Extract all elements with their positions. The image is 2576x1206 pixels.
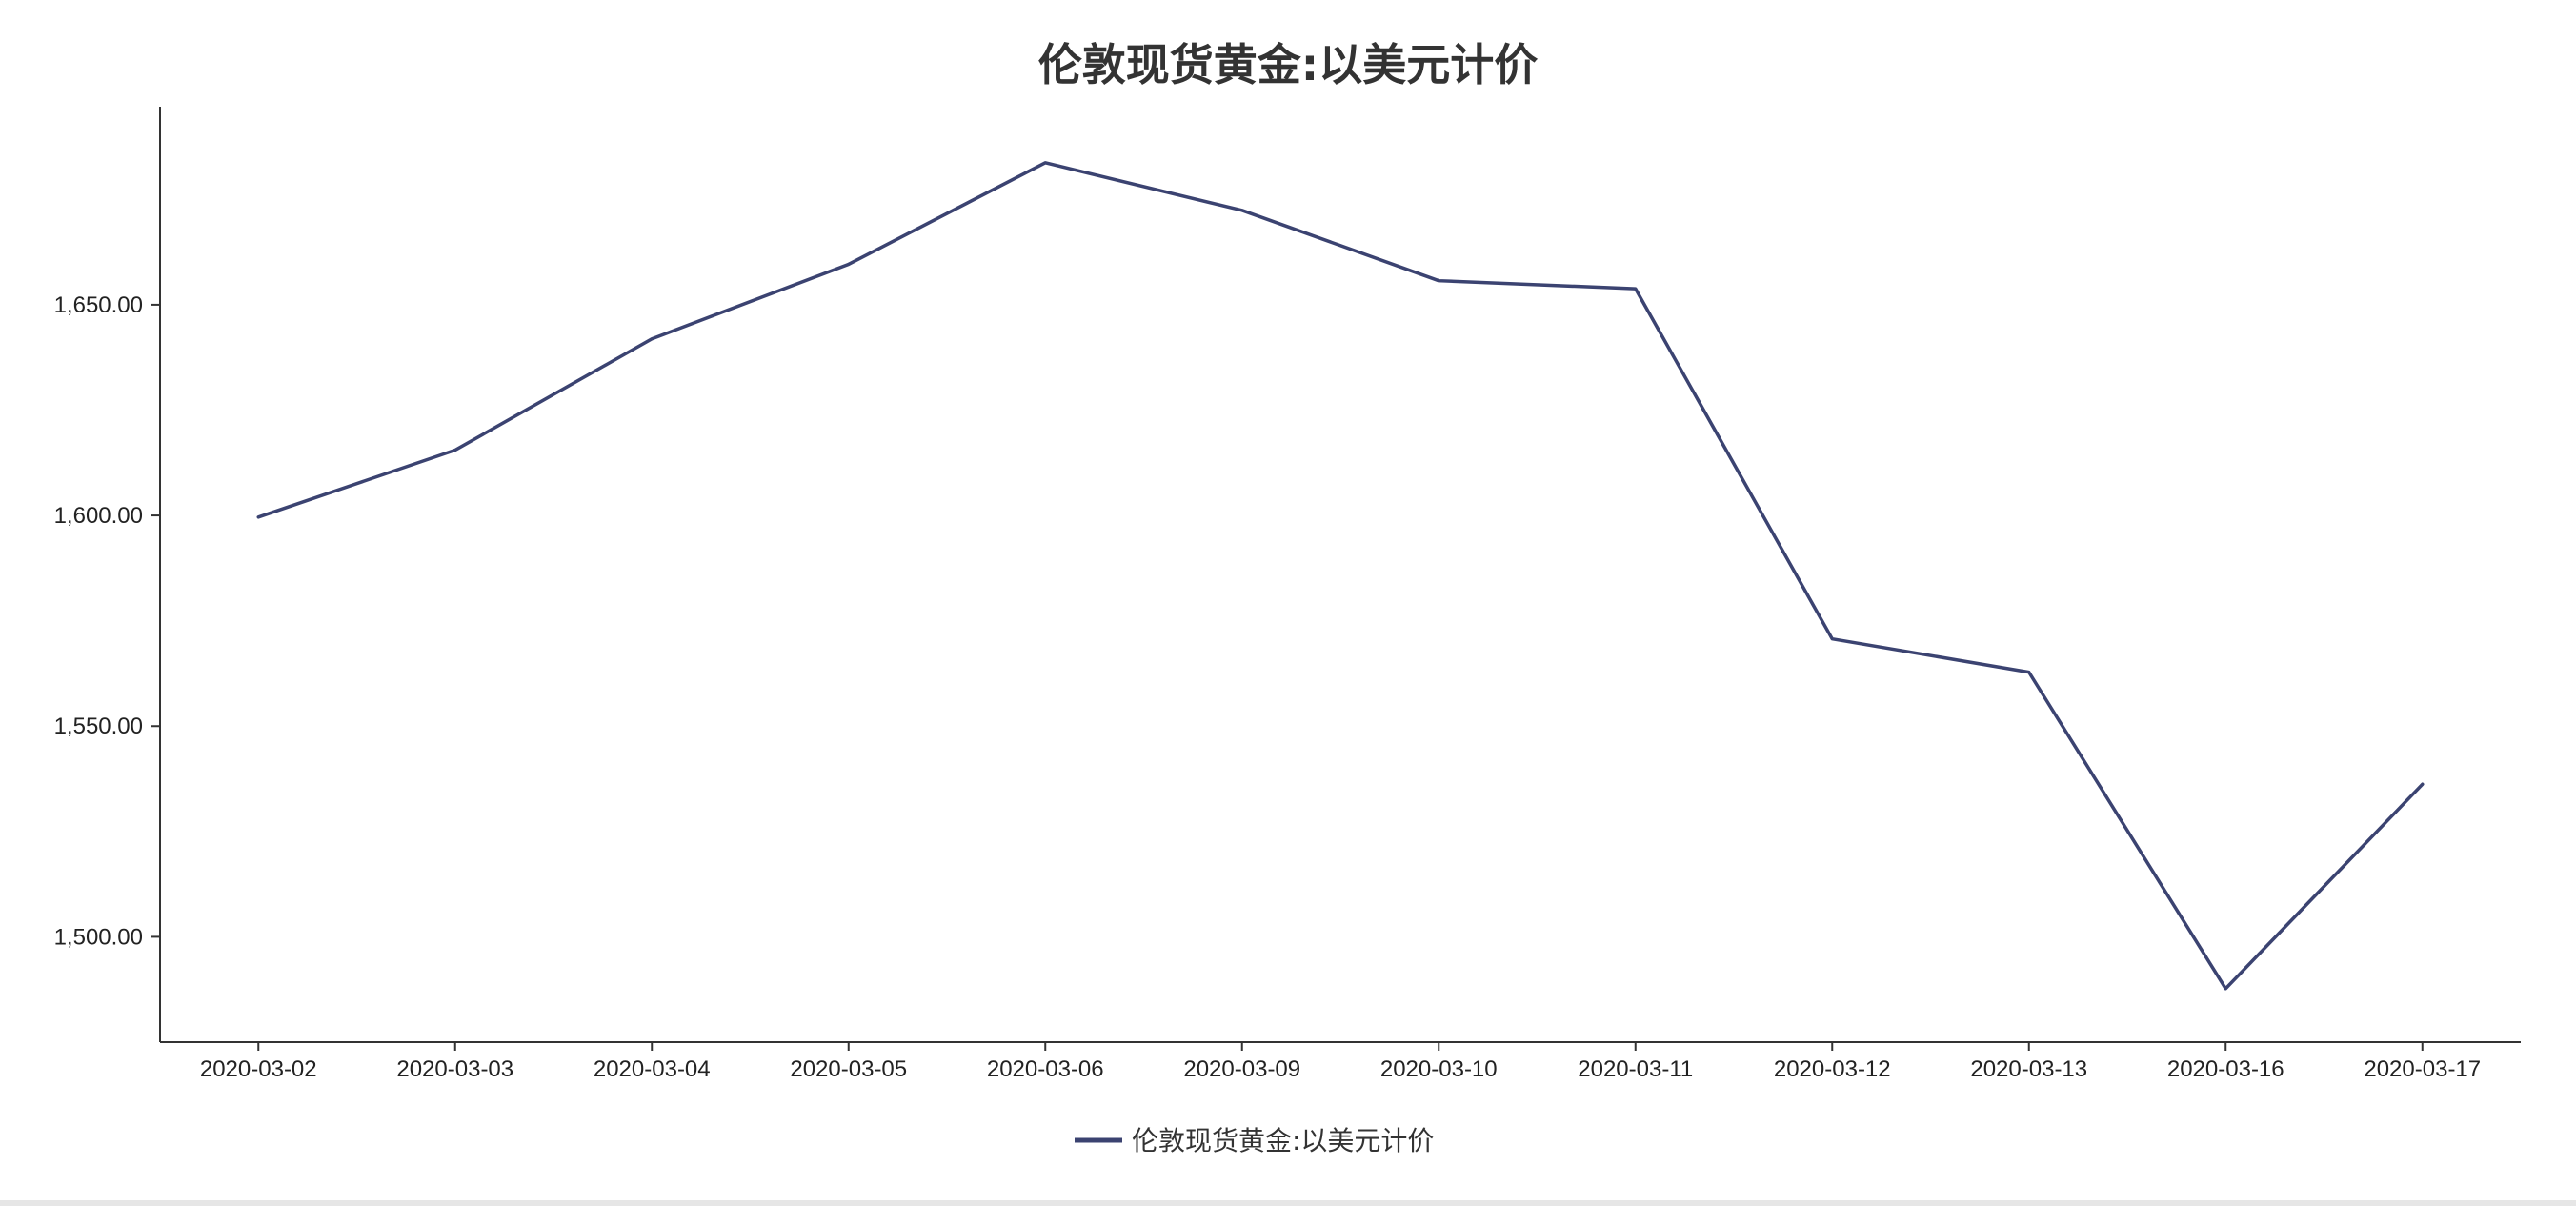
series-group — [249, 153, 2432, 998]
data-point[interactable] — [249, 508, 268, 527]
x-tick-label: 2020-03-06 — [987, 1056, 1104, 1082]
chart-title: 伦敦现货黄金:以美元计价 — [1038, 39, 1538, 90]
x-tick-label: 2020-03-13 — [1970, 1056, 2087, 1082]
x-tick-label: 2020-03-03 — [396, 1056, 513, 1082]
series-line[interactable] — [256, 161, 2425, 991]
x-tick-label: 2020-03-04 — [594, 1056, 711, 1082]
y-tick-label: 1,550.00 — [54, 714, 143, 739]
data-point[interactable] — [1429, 271, 1448, 291]
data-point[interactable] — [446, 441, 465, 460]
data-point[interactable] — [2216, 979, 2235, 998]
data-point[interactable] — [642, 330, 661, 349]
data-point[interactable] — [1233, 201, 1252, 220]
data-point[interactable] — [1626, 279, 1645, 298]
y-tick-label: 1,650.00 — [54, 292, 143, 318]
legend[interactable]: 伦敦现货黄金:以美元计价 — [1075, 1125, 1434, 1156]
x-tick-label: 2020-03-16 — [2167, 1056, 2284, 1082]
x-tick-label: 2020-03-02 — [200, 1056, 317, 1082]
data-point[interactable] — [1036, 153, 1055, 172]
x-tick-label: 2020-03-05 — [790, 1056, 907, 1082]
x-tick-label: 2020-03-12 — [1774, 1056, 1891, 1082]
x-tick-label: 2020-03-17 — [2364, 1056, 2481, 1082]
data-point[interactable] — [2020, 663, 2039, 682]
y-axis: 1,500.00 1,550.00 1,600.00 1,650.00 — [54, 107, 161, 1042]
x-tick-label: 2020-03-10 — [1380, 1056, 1498, 1082]
y-tick-label: 1,500.00 — [54, 924, 143, 950]
data-point[interactable] — [839, 254, 858, 273]
x-tick-label: 2020-03-09 — [1183, 1056, 1300, 1082]
series-layer — [249, 153, 2432, 998]
legend-label[interactable]: 伦敦现货黄金:以美元计价 — [1132, 1125, 1434, 1156]
data-point[interactable] — [2413, 774, 2432, 794]
data-point[interactable] — [1822, 630, 1841, 649]
x-axis: 2020-03-02 2020-03-03 2020-03-04 2020-03-05… — [160, 1041, 2521, 1082]
x-tick-label: 2020-03-11 — [1578, 1056, 1693, 1082]
y-tick-label: 1,600.00 — [54, 503, 143, 529]
bottom-divider — [0, 1200, 2576, 1206]
